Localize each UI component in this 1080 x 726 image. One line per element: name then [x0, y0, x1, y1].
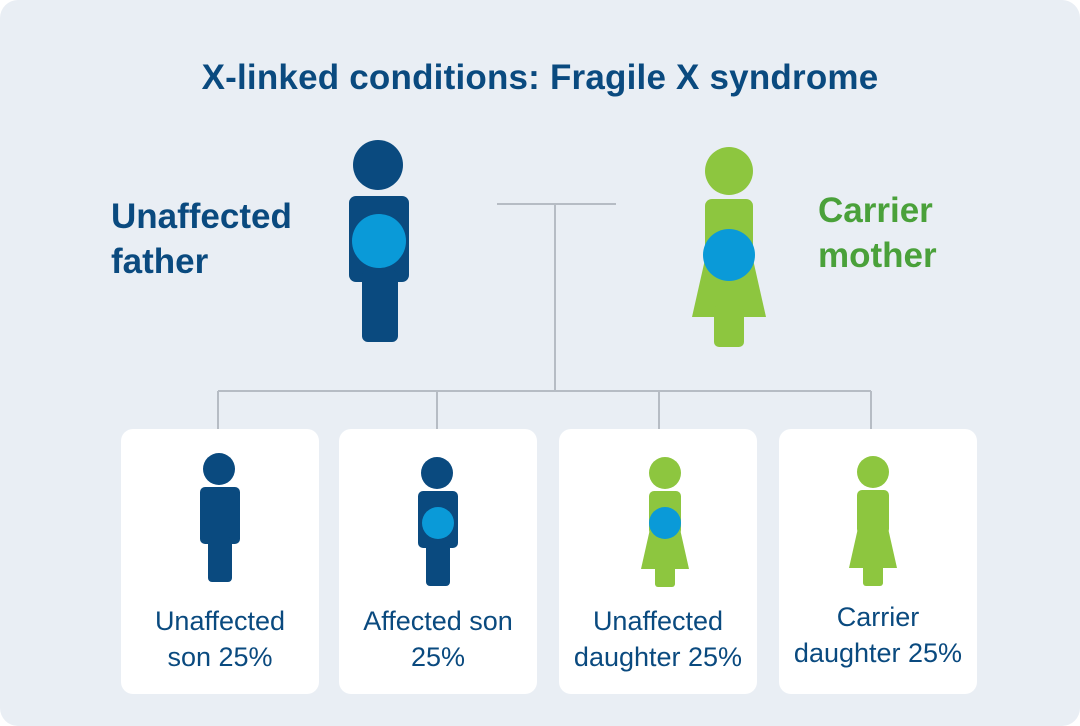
diagram-title: X-linked conditions: Fragile X syndrome — [201, 58, 879, 97]
offspring-label-line1: Unaffected — [592, 606, 724, 636]
offspring-label-line1: Unaffected — [154, 606, 286, 636]
mother-x-marker — [703, 229, 755, 281]
x-marker-icon — [422, 507, 454, 539]
offspring-label: Affected son 25% — [339, 603, 537, 675]
male-figure-icon — [200, 453, 240, 582]
offspring-card-unaffected-son: Unaffected son 25% — [121, 429, 319, 694]
mother-figure-icon — [692, 147, 766, 347]
male-figure-icon — [418, 457, 458, 586]
offspring-label-line1: Carrier — [836, 602, 920, 632]
x-marker-icon — [649, 507, 681, 539]
father-figure-icon — [349, 140, 409, 342]
offspring-label-line2: daughter 25% — [573, 642, 743, 672]
offspring-label: Carrier daughter 25% — [779, 599, 977, 671]
father-label-line1: Unaffected — [111, 197, 292, 236]
mother-label-line2: mother — [818, 236, 937, 275]
offspring-label-line2: 25% — [410, 642, 466, 672]
mother-label: Carrier mother — [818, 188, 937, 278]
offspring-card-carrier-daughter: Carrier daughter 25% — [779, 429, 977, 694]
father-label: Unaffected father — [111, 194, 292, 284]
female-figure-icon — [641, 457, 689, 587]
father-x-marker — [352, 214, 406, 268]
offspring-label: Unaffected daughter 25% — [559, 603, 757, 675]
offspring-card-affected-son: Affected son 25% — [339, 429, 537, 694]
offspring-card-unaffected-daughter: Unaffected daughter 25% — [559, 429, 757, 694]
offspring-label: Unaffected son 25% — [121, 603, 319, 675]
offspring-label-line1: Affected son — [363, 606, 513, 636]
father-label-line2: father — [111, 242, 209, 281]
female-figure-icon — [849, 456, 897, 586]
mother-label-line1: Carrier — [818, 191, 933, 230]
offspring-label-line2: son 25% — [167, 642, 273, 672]
offspring-label-line2: daughter 25% — [793, 638, 963, 668]
